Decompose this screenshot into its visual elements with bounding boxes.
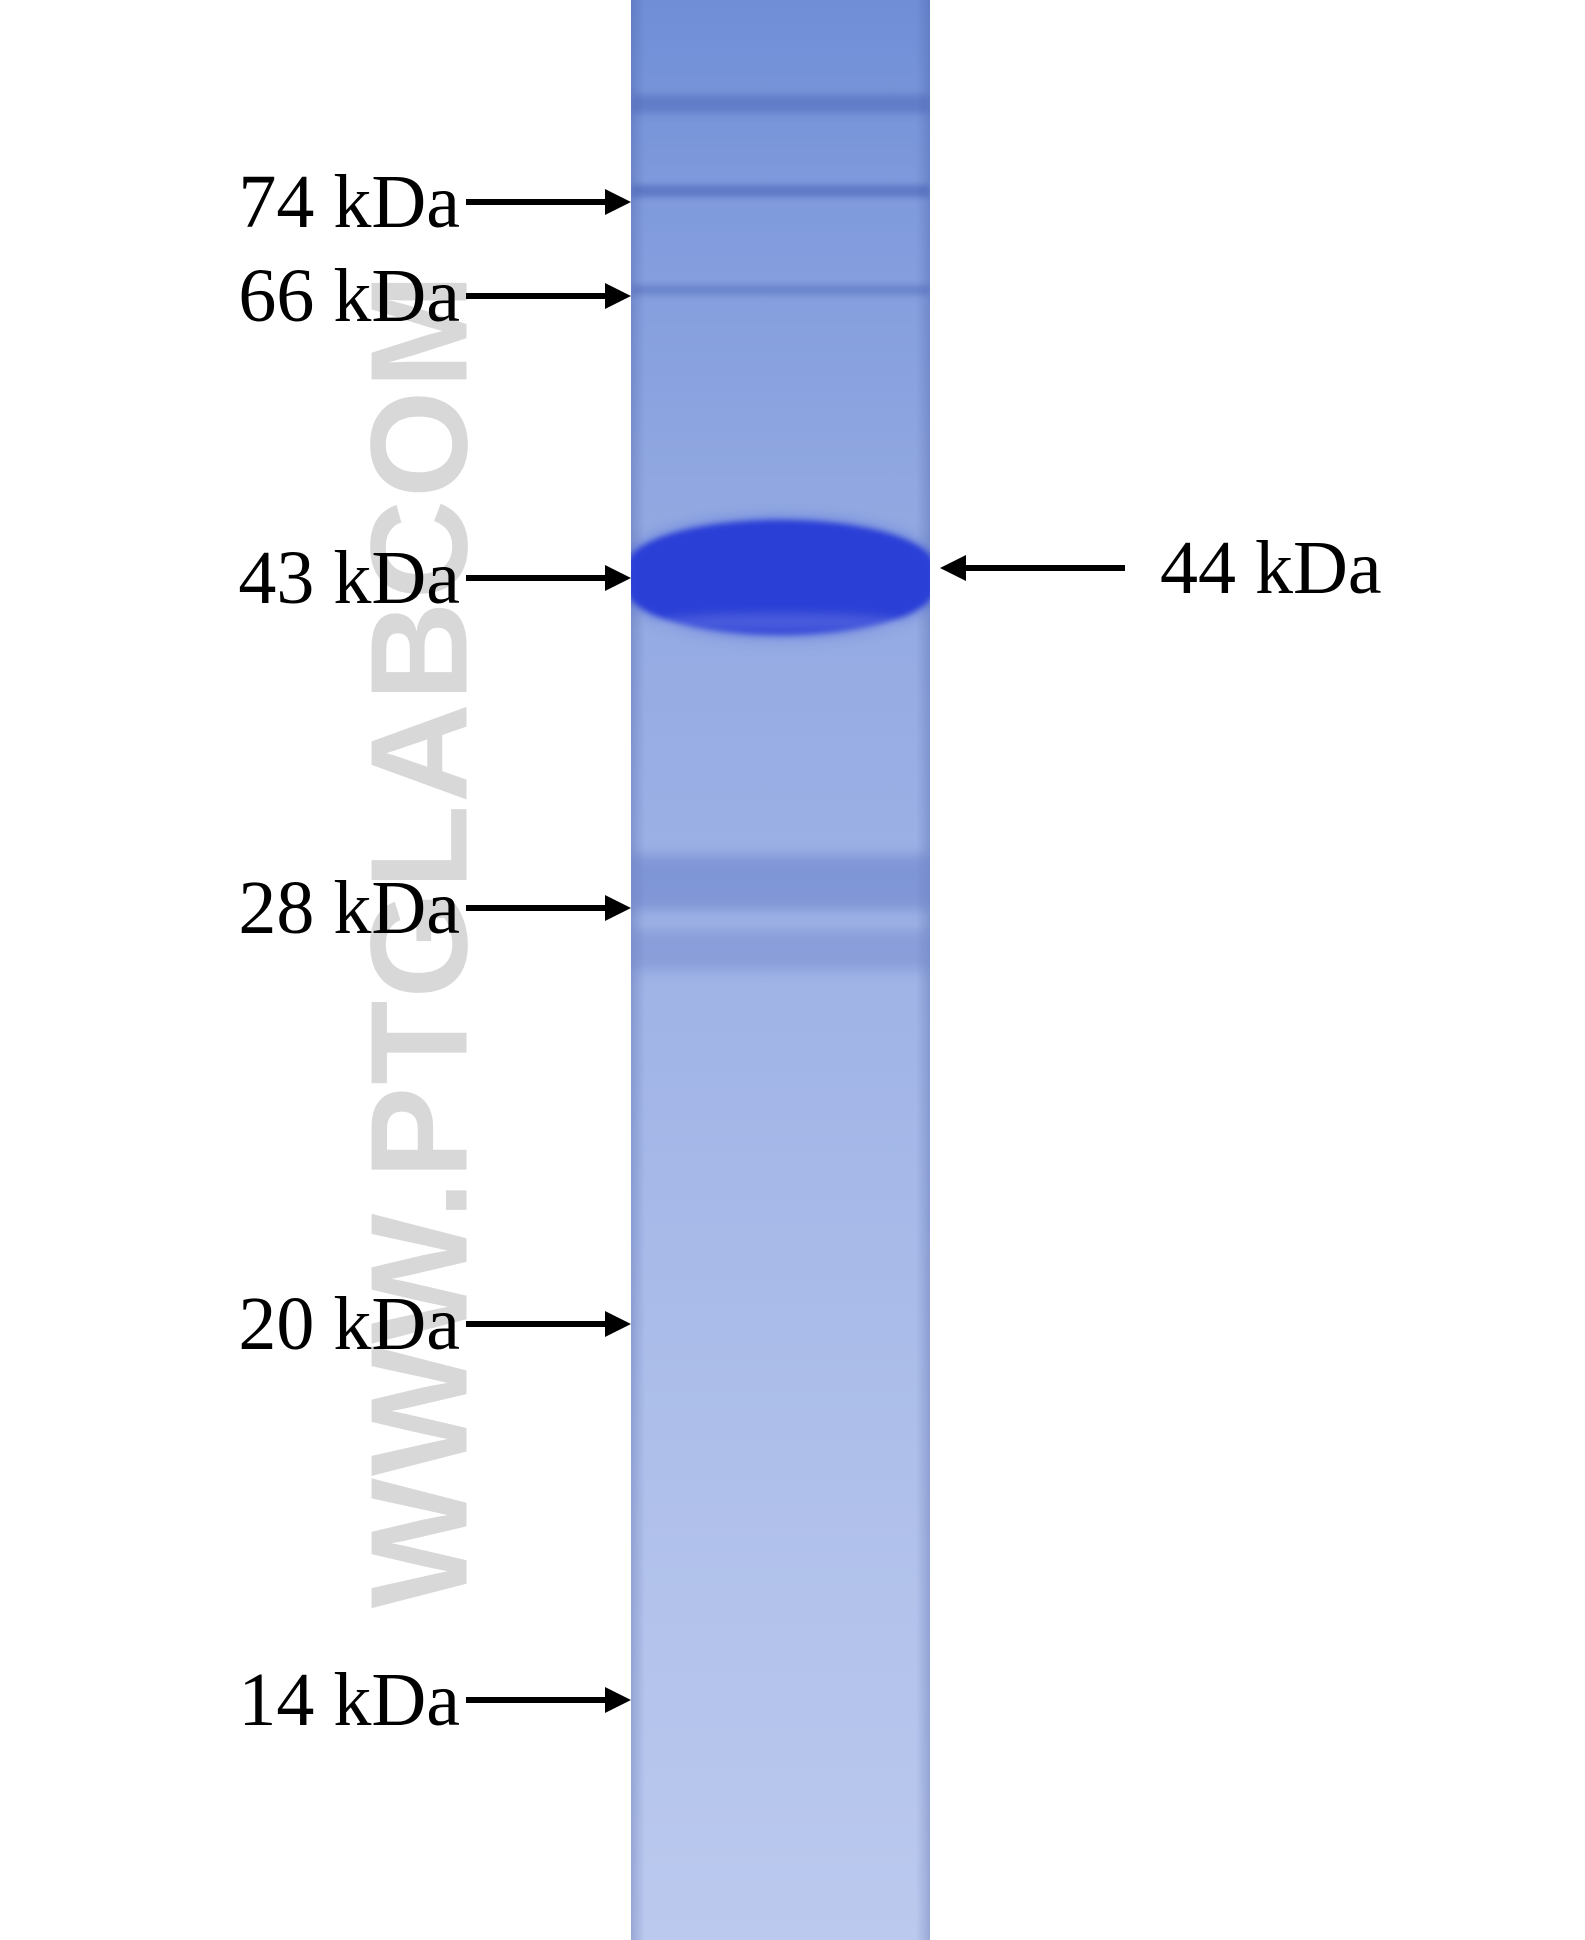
gel-lane — [631, 0, 930, 1940]
arrow-right-icon — [466, 277, 631, 315]
arrow-left-icon — [940, 549, 1125, 587]
target-protein-band — [631, 520, 930, 635]
arrow-right-icon — [466, 183, 631, 221]
faint-band — [631, 95, 930, 113]
observed-mw-label: 44 kDa — [1125, 530, 1382, 606]
mw-marker: 14 kDa — [21, 1662, 631, 1738]
mw-marker: 20 kDa — [21, 1286, 631, 1362]
mw-marker: 43 kDa — [21, 540, 631, 616]
mw-marker-label: 66 kDa — [21, 258, 466, 334]
mw-marker-label: 74 kDa — [21, 164, 466, 240]
arrow-right-icon — [466, 1305, 631, 1343]
mw-marker: 74 kDa — [21, 164, 631, 240]
faint-band — [631, 930, 930, 970]
mw-marker-label: 43 kDa — [21, 540, 466, 616]
mw-marker-label: 20 kDa — [21, 1286, 466, 1362]
arrow-right-icon — [466, 889, 631, 927]
mw-marker: 66 kDa — [21, 258, 631, 334]
mw-marker-label: 14 kDa — [21, 1662, 466, 1738]
arrow-right-icon — [466, 1681, 631, 1719]
mw-marker-label: 28 kDa — [21, 870, 466, 946]
arrow-right-icon — [466, 559, 631, 597]
faint-band — [631, 185, 930, 197]
faint-band — [631, 285, 930, 295]
faint-band — [631, 855, 930, 910]
observed-mw-marker: 44 kDa — [940, 530, 1382, 606]
mw-marker: 28 kDa — [21, 870, 631, 946]
gel-figure: WWW.PTGLABCOM 74 kDa66 kDa43 kDa28 kDa20… — [0, 0, 1585, 1940]
